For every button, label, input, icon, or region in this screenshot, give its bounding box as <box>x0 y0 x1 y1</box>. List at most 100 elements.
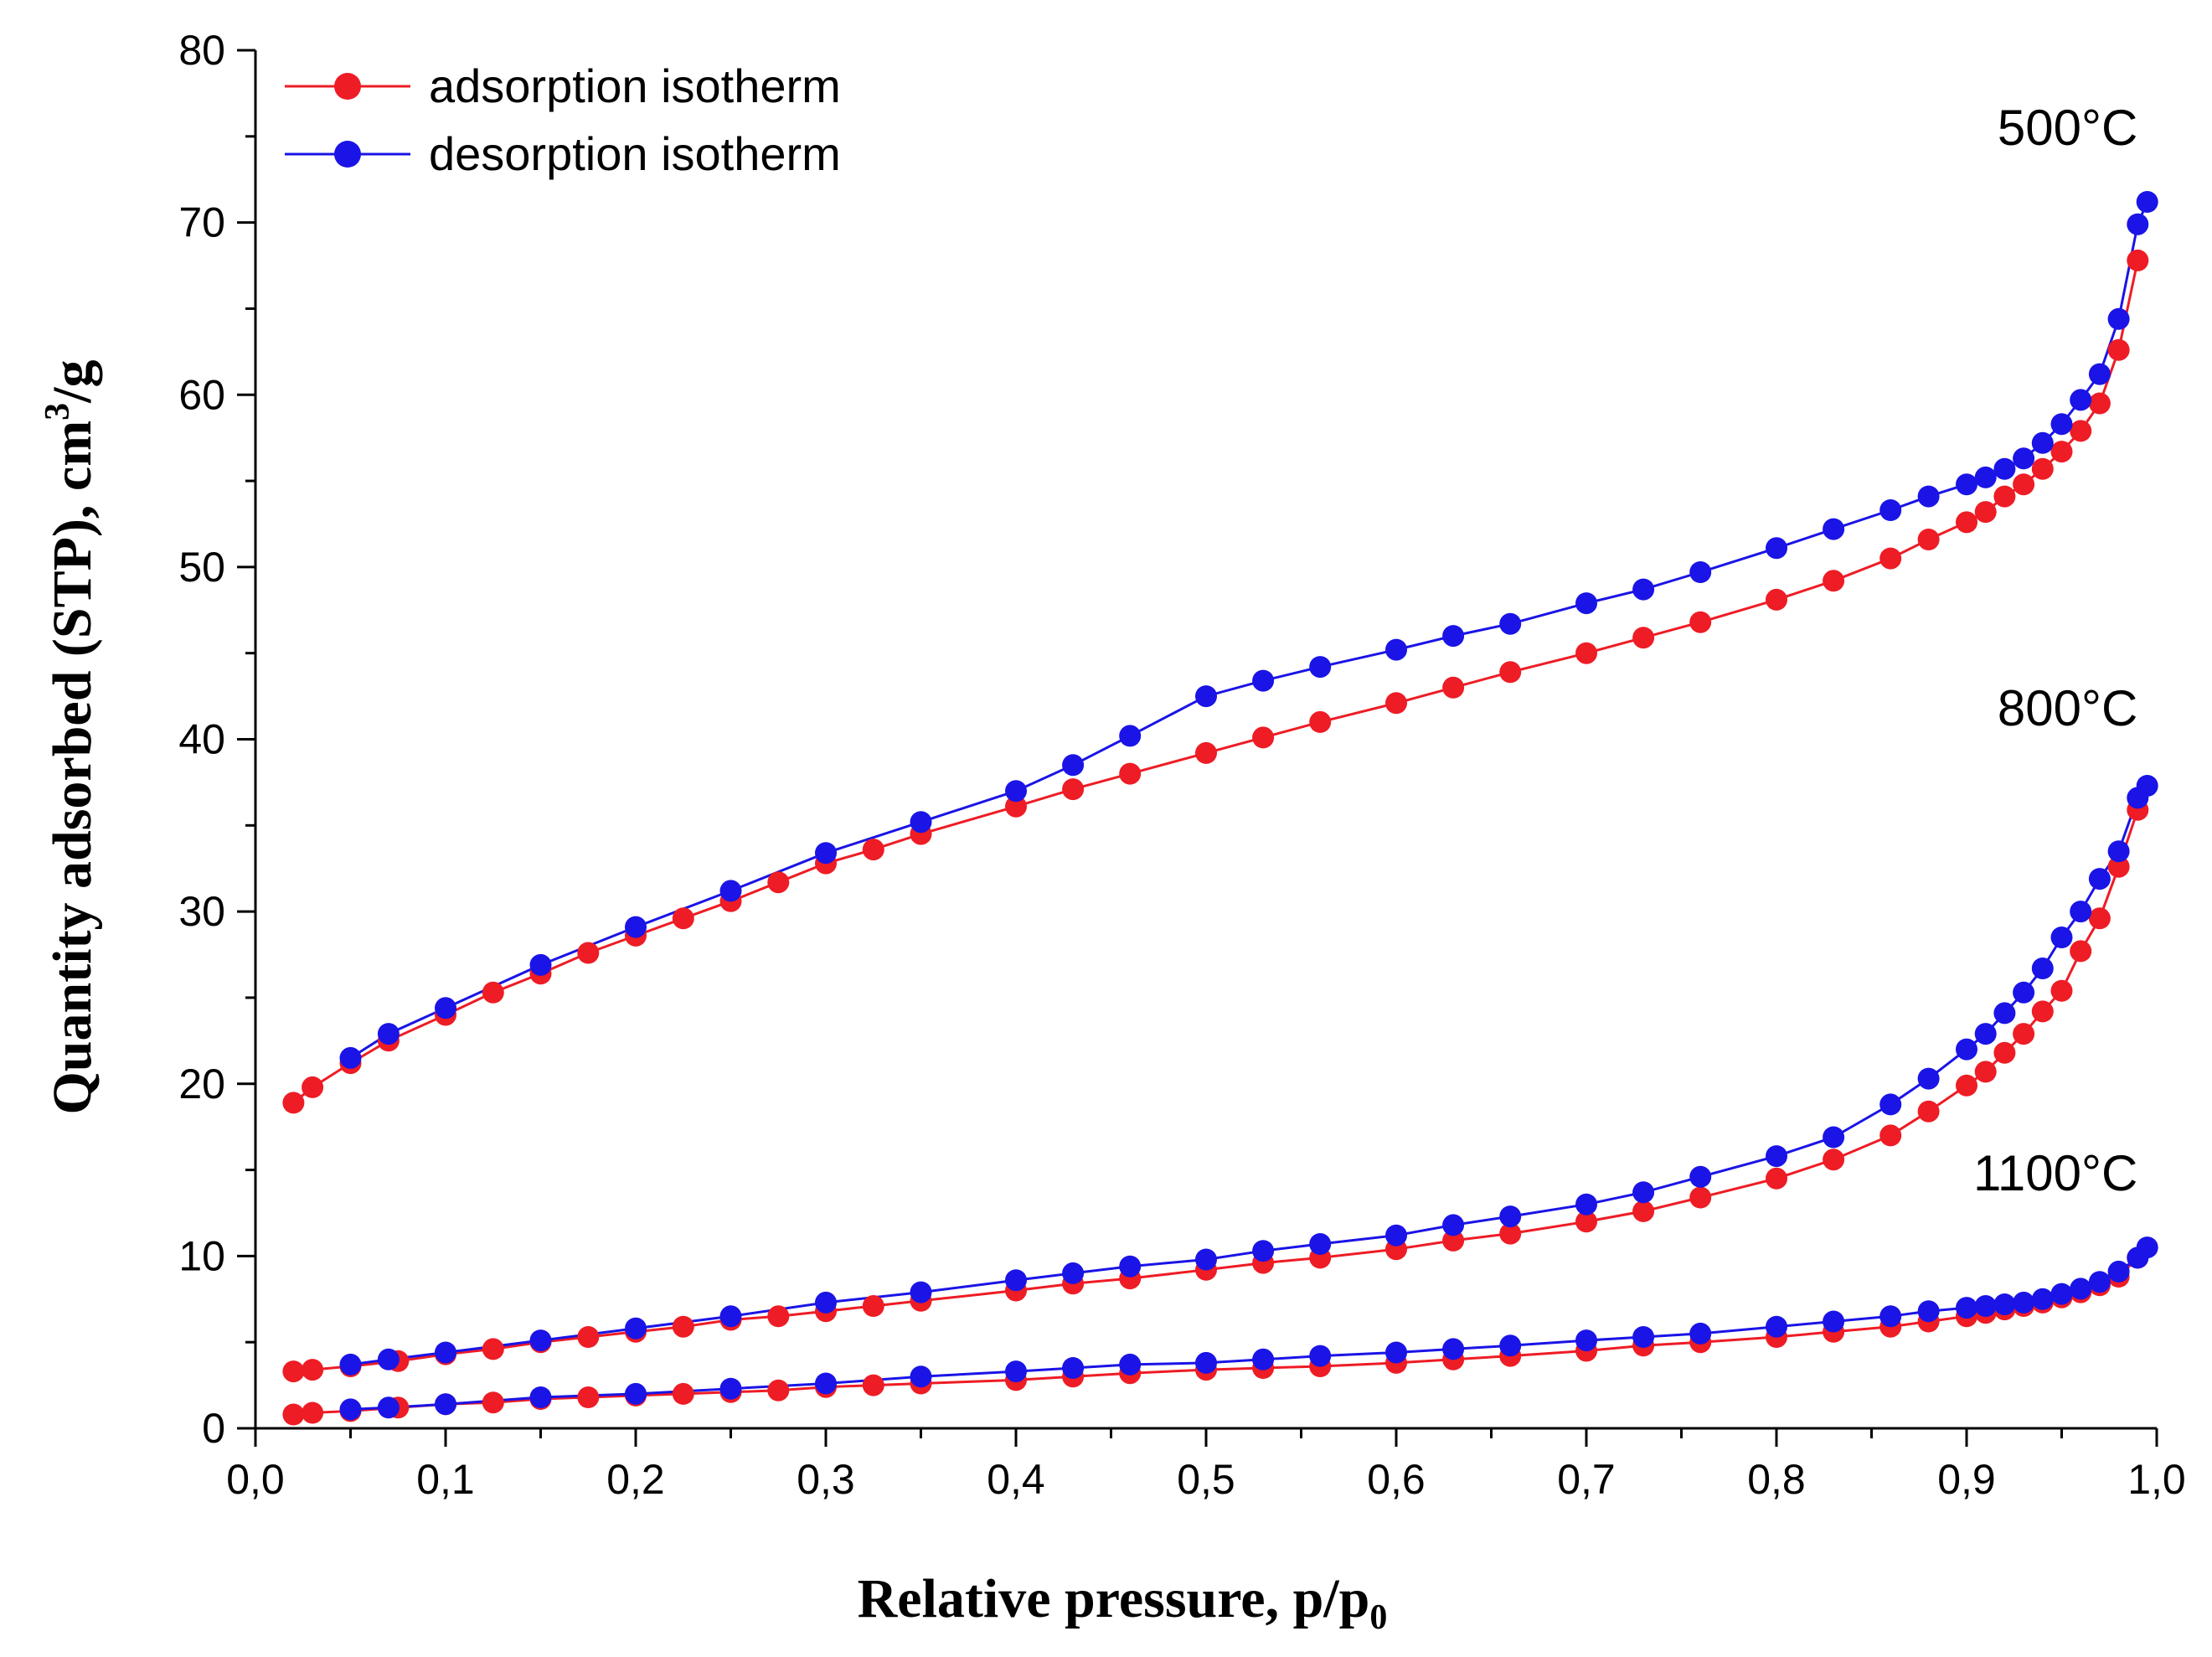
data-point-adsorption <box>1632 1200 1655 1222</box>
y-tick-label: 20 <box>178 1061 225 1107</box>
data-point-adsorption <box>1823 570 1845 592</box>
data-point-adsorption <box>1766 588 1787 611</box>
data-point-desorption <box>1689 1165 1712 1188</box>
y-axis-title-tail: /g <box>42 359 103 403</box>
data-point-adsorption <box>1195 741 1217 764</box>
data-point-adsorption <box>1632 627 1655 649</box>
data-point-adsorption <box>282 1092 305 1114</box>
data-point-adsorption <box>2088 392 2111 415</box>
data-point-desorption <box>1879 1305 1902 1328</box>
data-point-desorption <box>1442 1338 1465 1360</box>
data-point-desorption <box>2107 1260 2130 1283</box>
series-line-adsorption <box>293 809 2139 1373</box>
series-line-desorption <box>350 785 2148 1366</box>
data-point-desorption <box>719 1305 742 1328</box>
data-point-desorption <box>1005 1269 1027 1292</box>
x-tick-label: 0,1 <box>416 1456 475 1503</box>
data-point-adsorption <box>1005 795 1027 818</box>
data-point-desorption <box>1195 1248 1217 1271</box>
data-point-desorption <box>910 1281 932 1303</box>
data-point-desorption <box>1632 578 1655 601</box>
data-point-desorption <box>1689 561 1712 583</box>
data-point-desorption <box>1632 1326 1655 1348</box>
data-point-adsorption <box>1442 1229 1465 1252</box>
data-point-desorption <box>2050 1283 2073 1305</box>
data-point-adsorption <box>2127 249 2149 271</box>
data-point-adsorption <box>282 1403 305 1426</box>
data-point-desorption <box>1252 1348 1275 1371</box>
data-point-adsorption <box>2050 441 2073 463</box>
x-tick-labels: 0,0 0,1 0,2 0,3 0,4 0,5 0,6 0,7 0,8 0,9 1,0 <box>226 1456 2186 1503</box>
data-point-desorption <box>2031 1288 2054 1310</box>
data-point-desorption <box>377 1396 400 1419</box>
data-point-adsorption <box>302 1359 324 1381</box>
data-point-desorption <box>2070 901 2092 923</box>
data-point-desorption <box>1309 1345 1332 1367</box>
data-point-desorption <box>1956 473 1977 496</box>
data-point-desorption <box>529 1386 552 1408</box>
data-point-desorption <box>1974 1295 1997 1317</box>
data-point-desorption <box>1766 1145 1787 1168</box>
data-point-adsorption <box>1879 547 1902 570</box>
data-point-desorption <box>1879 499 1902 521</box>
data-point-desorption <box>910 811 932 834</box>
x-tick-label: 0,5 <box>1177 1456 1235 1503</box>
data-point-adsorption <box>1956 511 1977 534</box>
data-point-desorption <box>2088 363 2111 385</box>
data-point-desorption <box>625 1382 647 1405</box>
y-tick-label: 60 <box>178 371 225 418</box>
data-point-desorption <box>2070 389 2092 411</box>
data-point-desorption <box>2107 307 2130 330</box>
data-point-desorption <box>1195 685 1217 708</box>
data-point-desorption <box>1575 1329 1597 1352</box>
x-tick-label: 1,0 <box>2127 1456 2186 1503</box>
data-point-adsorption <box>577 1326 600 1348</box>
data-point-desorption <box>1974 466 1997 488</box>
data-point-desorption <box>1917 1300 1940 1323</box>
data-point-desorption <box>625 1317 647 1340</box>
data-point-adsorption <box>2107 338 2130 361</box>
data-point-adsorption <box>1119 762 1142 785</box>
data-point-desorption <box>1632 1181 1655 1204</box>
data-point-desorption <box>1119 1353 1142 1376</box>
data-point-adsorption <box>862 1295 884 1317</box>
data-point-desorption <box>377 1023 400 1045</box>
data-point-desorption <box>2136 191 2158 213</box>
data-point-adsorption <box>672 907 694 930</box>
data-point-adsorption <box>302 1401 324 1424</box>
data-point-adsorption <box>767 871 790 894</box>
data-point-desorption <box>1005 780 1027 803</box>
data-point-desorption <box>2013 1291 2035 1314</box>
data-point-desorption <box>1993 457 2016 480</box>
data-point-adsorption <box>862 839 884 861</box>
data-point-desorption <box>1575 1193 1597 1216</box>
data-point-adsorption <box>1993 1041 2016 1064</box>
data-point-adsorption <box>672 1382 694 1405</box>
data-point-adsorption <box>2070 420 2092 442</box>
y-axis-title-superscript: 3 <box>39 403 77 421</box>
data-point-desorption <box>1252 669 1275 692</box>
curve-annotation: 500°C <box>1998 100 2137 156</box>
data-point-adsorption <box>482 1391 504 1414</box>
data-point-desorption <box>1956 1038 1977 1061</box>
data-point-adsorption <box>1879 1124 1902 1147</box>
data-point-adsorption <box>2088 907 2111 930</box>
data-point-desorption <box>1062 754 1085 777</box>
data-point-desorption <box>1499 1205 1522 1228</box>
data-point-desorption <box>2013 447 2035 470</box>
data-point-desorption <box>1119 1255 1142 1278</box>
series-layer <box>292 201 2149 1416</box>
legend-marker-adsorption <box>334 73 361 100</box>
x-tick-label: 0,8 <box>1747 1456 1806 1503</box>
y-tick-label: 30 <box>178 888 225 935</box>
y-tick-label: 0 <box>202 1405 225 1452</box>
legend-item-desorption: desorption isotherm <box>285 127 841 180</box>
x-axis-title-subscript: 0 <box>1369 1598 1387 1637</box>
y-tick-label: 80 <box>178 27 225 74</box>
data-point-desorption <box>1309 1233 1332 1255</box>
data-point-desorption <box>1499 1334 1522 1357</box>
data-point-adsorption <box>767 1305 790 1328</box>
data-point-adsorption <box>1993 485 2016 508</box>
data-point-desorption <box>815 842 837 865</box>
data-point-adsorption <box>2031 1000 2054 1023</box>
